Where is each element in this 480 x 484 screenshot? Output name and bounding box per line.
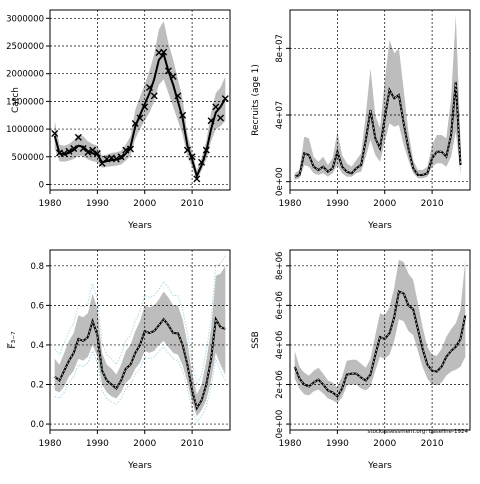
observed-point <box>51 130 59 138</box>
y-tick-label: 8e+07 <box>275 34 285 63</box>
x-tick-label: 2010 <box>181 199 204 209</box>
observed-point <box>188 153 196 161</box>
x-axis-label: Years <box>127 221 152 231</box>
observed-point <box>136 114 144 122</box>
observed-trace <box>54 346 226 424</box>
x-tick-label: 2010 <box>421 199 444 209</box>
x-axis-label: Years <box>367 461 392 471</box>
observed-point <box>150 92 158 100</box>
observed-point <box>221 95 229 103</box>
estimate-dash <box>54 318 226 409</box>
observed-point <box>70 144 78 152</box>
y-tick-label: 6e+06 <box>275 291 285 320</box>
y-tick-label: 0.6 <box>30 301 44 311</box>
credit-text: stockassessment.org: baseline-1924 <box>368 429 469 435</box>
y-tick-label: 0e+00 <box>275 410 285 439</box>
y-axis-label: Catch <box>11 87 21 113</box>
observed-point <box>164 67 172 75</box>
y-tick-label: 0e+00 <box>275 167 285 196</box>
x-tick-label: 2010 <box>421 439 444 449</box>
observed-point <box>198 158 206 166</box>
x-tick-label: 1980 <box>279 199 302 209</box>
y-tick-label: 500000 <box>12 153 44 163</box>
panel-3: 1980 1990 2000 2010 0.0 0.2 0.4 0.6 0.8 Years F̅₃₋… <box>6 249 231 471</box>
x-tick-label: 1980 <box>39 439 62 449</box>
observed-point <box>89 146 97 154</box>
y-axis-label: Recruits (age 1) <box>251 64 261 136</box>
observed-point <box>183 146 191 154</box>
observed-point <box>202 146 210 154</box>
y-tick-label: 4e+07 <box>275 101 285 130</box>
observed-point <box>207 117 215 125</box>
estimate-dash <box>294 291 466 397</box>
observed-point <box>117 153 125 161</box>
observed-point <box>65 147 73 155</box>
y-tick-label: 0.4 <box>30 341 44 351</box>
x-tick-label: 1990 <box>86 439 109 449</box>
observed-point <box>93 149 101 157</box>
x-tick-label: 2010 <box>181 439 204 449</box>
observed-trace <box>54 255 226 387</box>
x-axis-label: Years <box>367 221 392 231</box>
y-tick-label: 8e+06 <box>275 252 285 281</box>
observed-point <box>141 103 149 111</box>
panel-2: 1980 1990 2000 2010 0e+00 4e+07 8e+07 Years Recr… <box>251 9 471 231</box>
observed-point <box>60 149 68 157</box>
plot-frame <box>49 9 231 191</box>
x-tick-label: 2000 <box>373 439 396 449</box>
x-tick-label: 2000 <box>373 199 396 209</box>
panel-1: 1980 1990 2000 2010 0 500000 1000000 1500000 200… <box>6 9 231 231</box>
x-tick-label: 1980 <box>39 199 62 209</box>
observed-point <box>212 103 220 111</box>
confidence-band <box>54 265 226 417</box>
x-axis-label: Years <box>127 461 152 471</box>
y-axis-label: F̅₃₋₇ <box>6 331 18 349</box>
observed-point <box>160 48 168 56</box>
estimate-line <box>53 52 227 180</box>
observed-point <box>131 120 139 128</box>
y-tick-label: 0.0 <box>30 420 44 430</box>
plot-frame <box>289 9 471 191</box>
confidence-band <box>294 259 466 404</box>
y-tick-label: 1500000 <box>6 97 44 107</box>
observed-point <box>127 145 135 153</box>
observed-point <box>169 72 177 80</box>
y-tick-label: 2e+06 <box>275 370 285 399</box>
y-tick-label: 4e+06 <box>275 331 285 360</box>
x-tick-label: 1990 <box>326 199 349 209</box>
observed-point <box>84 148 92 156</box>
panel-4: 1980 1990 2000 2010 0e+00 2e+06 4e+06 6e+06 8e+0… <box>251 249 471 471</box>
y-axis-label: SSB <box>251 331 261 349</box>
y-tick-label: 0.2 <box>30 381 44 391</box>
x-tick-label: 1980 <box>279 439 302 449</box>
y-tick-label: 0.8 <box>30 262 44 272</box>
x-tick-label: 2000 <box>133 199 156 209</box>
observed-point <box>193 175 201 183</box>
observed-point <box>179 111 187 119</box>
x-tick-label: 1990 <box>86 199 109 209</box>
estimate-dash <box>294 81 461 177</box>
x-tick-label: 2000 <box>133 439 156 449</box>
y-tick-label: 2500000 <box>6 42 44 52</box>
plot-frame <box>289 249 471 431</box>
observed-point <box>145 84 153 92</box>
confidence-band <box>54 21 226 180</box>
observed-point <box>112 155 120 163</box>
y-tick-label: 2000000 <box>6 70 44 80</box>
x-tick-label: 1990 <box>326 439 349 449</box>
observed-point <box>217 114 225 122</box>
confidence-band <box>294 15 461 180</box>
observed-point <box>74 133 82 141</box>
y-tick-label: 0 <box>39 180 44 190</box>
y-tick-label: 1000000 <box>6 125 44 135</box>
observed-point <box>174 92 182 100</box>
plot-frame <box>49 249 231 431</box>
y-tick-label: 3000000 <box>6 14 44 24</box>
